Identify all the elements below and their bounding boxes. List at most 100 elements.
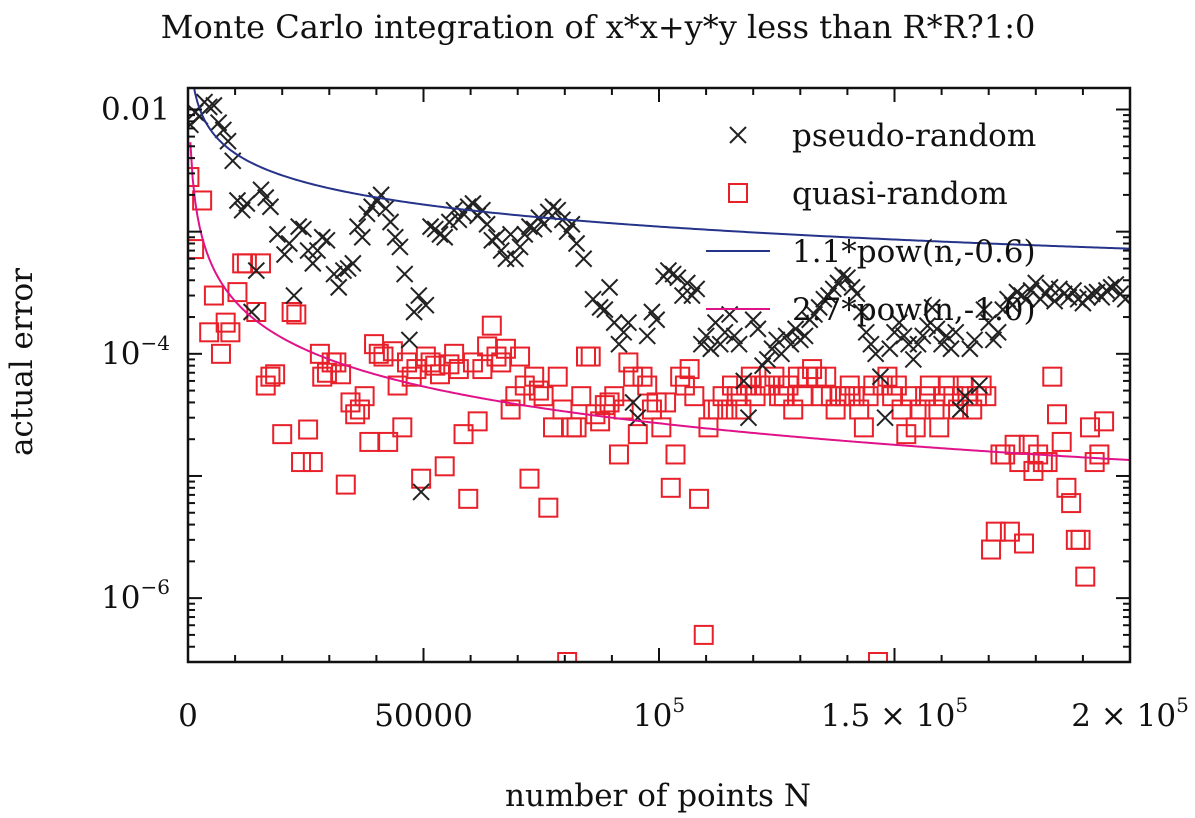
pseudo-random-point	[638, 327, 656, 345]
pseudo-random-point	[899, 335, 918, 353]
pseudo-random-point	[928, 320, 946, 338]
pseudo-random-point	[299, 241, 317, 260]
quasi-random-point	[693, 624, 714, 645]
quasi-random-point	[1046, 404, 1067, 425]
quasi-random-point	[858, 386, 879, 407]
y-axis-label: actual error	[4, 268, 40, 456]
pseudo-random-point	[280, 234, 298, 253]
pseudo-random-point	[669, 268, 687, 287]
pseudo-random-point	[1107, 275, 1125, 294]
quasi-random-point	[929, 417, 950, 438]
legend-label: quasi-random	[792, 176, 1008, 212]
pseudo-random-point	[725, 327, 744, 345]
pseudo-random-point	[252, 181, 270, 199]
pseudo-random-point	[268, 225, 287, 244]
quasi-random-point	[382, 341, 403, 362]
quasi-random-point	[368, 343, 389, 364]
quasi-random-point	[853, 417, 874, 438]
pseudo-random-point	[511, 238, 529, 256]
pseudo-random-point	[400, 331, 419, 349]
quasi-random-point	[533, 386, 554, 407]
plot-frame	[186, 86, 1132, 664]
pseudo-random-point	[852, 303, 871, 321]
pseudo-random-point	[965, 331, 984, 349]
quasi-random-point	[976, 386, 997, 407]
quasi-random-point	[481, 315, 502, 336]
pseudo-random-point	[600, 278, 619, 297]
quasi-random-point	[1037, 452, 1058, 473]
pseudo-random-point	[768, 331, 786, 349]
pseudo-random-point	[289, 217, 308, 236]
pseudo-random-point	[431, 225, 449, 244]
pseudo-random-point	[574, 250, 593, 268]
quasi-random-point	[919, 375, 940, 396]
pseudo-random-point	[395, 265, 414, 283]
quasi-random-point	[651, 417, 672, 438]
legend-item: 2.7*pow(n,-1.0)	[706, 292, 1036, 328]
pseudo-random-point	[918, 316, 937, 335]
quasi-random-point	[618, 352, 639, 373]
pseudo-random-point	[435, 228, 454, 246]
pseudo-random-point	[862, 335, 880, 353]
quasi-random-point	[608, 444, 629, 465]
legend-label: 2.7*pow(n,-1.0)	[792, 292, 1036, 328]
quasi-random-point	[349, 399, 370, 420]
pseudo-random-point	[275, 245, 294, 264]
quasi-random-point	[203, 285, 224, 306]
pseudo-random-point	[697, 327, 715, 345]
pseudo-random-point	[777, 327, 795, 345]
y-tick-label: 10−4	[101, 331, 170, 372]
quasi-random-point	[510, 346, 531, 367]
quasi-random-point	[999, 521, 1020, 542]
pseudo-random-point	[749, 320, 767, 338]
pseudo-random-point	[247, 261, 266, 280]
pseudo-random-point	[334, 261, 353, 280]
pseudo-random-point	[525, 220, 543, 238]
pseudo-random-point	[951, 400, 970, 419]
quasi-random-point	[1075, 566, 1096, 587]
pseudo-random-point	[242, 303, 261, 321]
quasi-random-point	[345, 404, 366, 425]
pseudo-random-point	[961, 340, 979, 358]
pseudo-random-point	[904, 350, 923, 369]
pseudo-random-point	[421, 217, 440, 236]
pseudo-random-point	[313, 228, 331, 246]
pseudo-random-point	[692, 335, 711, 353]
pseudo-random-point	[591, 298, 609, 317]
x-tick-label: 1.5 × 105	[821, 693, 968, 734]
quasi-random-point	[265, 364, 286, 385]
pseudo-random-point	[558, 222, 576, 241]
pseudo-random-point	[228, 191, 247, 210]
pseudo-random-point	[758, 350, 777, 369]
quasi-random-point	[731, 399, 752, 420]
quasi-random-point	[519, 468, 540, 489]
pseudo-random-point	[473, 201, 492, 219]
pseudo-random-point	[810, 298, 828, 317]
pseudo-random-point	[445, 201, 463, 219]
quasi-random-point	[199, 322, 220, 343]
pseudo-random-point	[647, 311, 666, 329]
pseudo-random-point	[786, 320, 805, 338]
pseudo-random-point	[937, 327, 956, 345]
pseudo-random-point	[885, 323, 904, 342]
pseudo-random-point	[386, 228, 404, 246]
pseudo-random-point	[763, 340, 781, 358]
quasi-random-point	[272, 424, 293, 445]
quasi-random-point	[326, 352, 347, 373]
quasi-random-point	[1056, 477, 1077, 498]
x-tick-label: 105	[633, 693, 685, 734]
pseudo-random-point	[702, 340, 720, 358]
pseudo-random-point	[304, 254, 322, 273]
quasi-random-point	[1084, 452, 1105, 473]
legend-item: 1.1*pow(n,-0.6)	[706, 234, 1036, 270]
axis-ticks: 0 50000 105 1.5 × 105 2 × 105 0.01 10−4 10−6	[101, 88, 1189, 734]
pseudo-random-point	[687, 280, 706, 298]
quasi-random-point	[971, 375, 992, 396]
series-pseudo-random	[188, 93, 1130, 501]
series-quasi-random	[188, 167, 1115, 662]
quasi-random-point	[868, 652, 889, 662]
quasi-random-point	[910, 399, 931, 420]
quasi-random-point	[802, 359, 823, 380]
pseudo-random-point	[492, 241, 510, 260]
